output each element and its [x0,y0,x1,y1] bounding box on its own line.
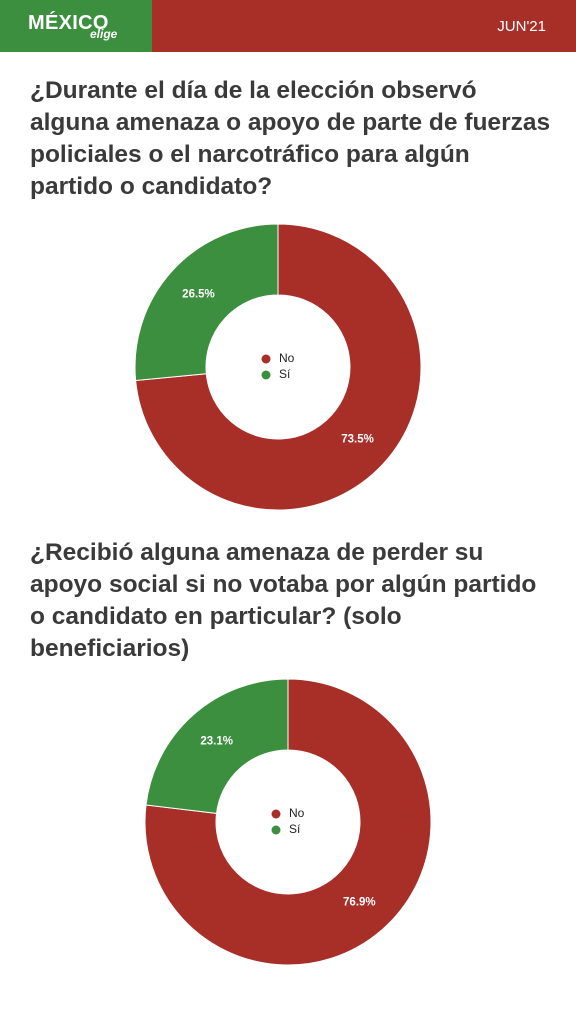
slice-si [145,678,289,814]
legend-dot-si [261,370,271,380]
slice-no [135,223,422,511]
legend-label-si: Sí [289,822,301,836]
legend-dot-no [261,354,271,364]
donut-chart-1: 73.5% 26.5% No Sí [0,216,576,516]
question-1: ¿Durante el día de la elección observó a… [30,77,551,200]
question-2: ¿Recibió alguna amenaza de perder su apo… [30,539,537,662]
brand-logo: MÉXICO elige [0,0,152,52]
date-label: JUN'21 [497,18,546,35]
legend-label-no: No [289,806,305,820]
header-stripe: JUN'21 [152,0,576,52]
brand-name: MÉXICO [28,12,109,34]
donut-svg-1: 73.5% 26.5% No Sí [134,223,422,511]
slice-no [144,678,432,966]
legend-dot-no [271,809,281,819]
legend-label-si: Sí [279,367,291,381]
header: MÉXICO elige JUN'21 [0,0,576,52]
slice-label-no: 73.5% [341,433,374,445]
slice-label-si: 26.5% [182,289,215,301]
slice-label-no: 76.9% [343,896,376,908]
donut-chart-2: 76.9% 23.1% No Sí [0,676,576,976]
brand-subtitle: elige [90,27,118,41]
legend-dot-si [271,825,281,835]
legend-label-no: No [279,351,295,365]
slice-si [134,223,279,382]
slice-label-si: 23.1% [200,736,233,748]
donut-svg-2: 76.9% 23.1% No Sí [144,678,432,966]
